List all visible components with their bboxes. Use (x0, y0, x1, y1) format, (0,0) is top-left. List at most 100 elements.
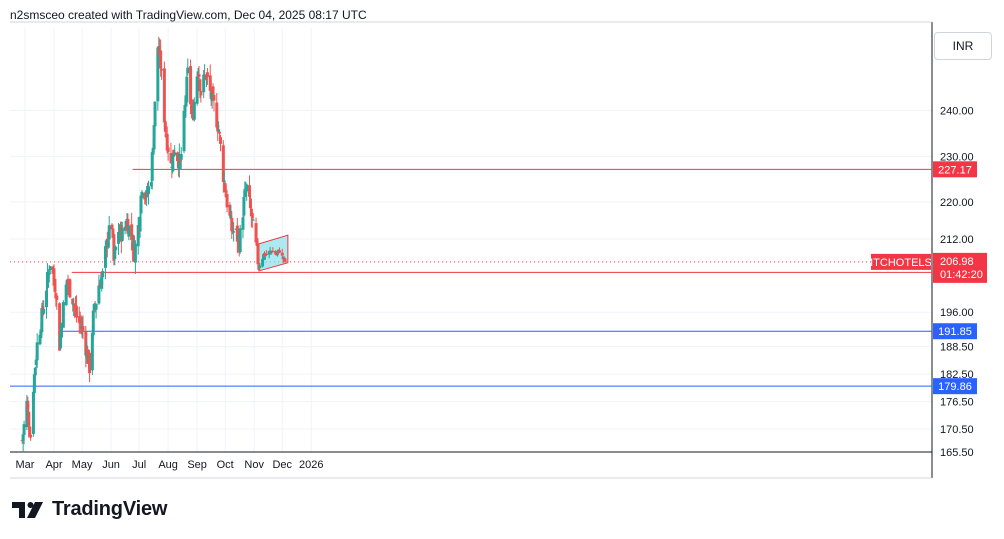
candle-body (120, 228, 124, 241)
candle-body (217, 129, 221, 132)
candle-body (59, 334, 63, 349)
candle-body (208, 75, 212, 91)
candle-body (31, 391, 35, 435)
last-price-countdown: 01:42:20 (940, 269, 983, 281)
candle-body (243, 190, 247, 197)
candle-body (271, 251, 275, 253)
candle-body (78, 319, 82, 324)
candle-body (248, 185, 252, 197)
candle-body (66, 278, 70, 285)
candle-body (276, 252, 280, 254)
candle-body (91, 310, 95, 336)
candle-body (107, 225, 111, 240)
currency-selector[interactable]: INR (934, 32, 992, 60)
candle-body (261, 258, 265, 267)
candle-body (199, 91, 203, 96)
candle-body (113, 249, 117, 259)
x-tick-label: Sep (187, 459, 207, 471)
candle-body (160, 69, 164, 71)
candle-body (139, 195, 143, 214)
candle-body (277, 250, 281, 253)
x-tick-label: Jul (132, 459, 146, 471)
candle-body (211, 86, 215, 94)
candle-body (110, 224, 114, 230)
candle-body (144, 197, 148, 199)
candle-body (146, 186, 150, 195)
candle-body (192, 101, 196, 120)
tradingview-logo: TradingView (12, 498, 167, 521)
candle-body (27, 411, 31, 427)
candle-body (45, 271, 49, 289)
candle-body (101, 271, 105, 278)
candle-body (263, 255, 267, 257)
candle-body (41, 305, 45, 312)
candle-body (123, 226, 127, 231)
candle-body (94, 303, 98, 310)
candle-body (130, 224, 134, 241)
candle-body (26, 403, 30, 409)
candle-body (21, 434, 25, 441)
candle-body (242, 196, 246, 216)
candle-body (183, 104, 187, 113)
candle-body (25, 400, 29, 428)
candle-body (45, 290, 49, 308)
candle-body (256, 244, 260, 265)
candle-body (197, 74, 201, 77)
candle-body (250, 213, 254, 218)
candle-body (68, 279, 72, 298)
candle-body (182, 110, 186, 152)
candle-body (169, 152, 173, 163)
candle-body (205, 72, 209, 78)
candle-body (230, 217, 234, 232)
candle-body (171, 153, 175, 172)
y-tick-label: 240.00 (940, 106, 974, 118)
candle-body (32, 374, 36, 394)
candle-body (195, 76, 199, 104)
candle-body (238, 228, 242, 253)
candle-body (73, 304, 77, 308)
candle-body (228, 204, 232, 216)
level-tag (933, 161, 977, 178)
candle-body (106, 240, 110, 247)
candle-body (90, 333, 94, 371)
candle-body (112, 234, 116, 261)
level-tag-label: 227.17 (938, 164, 972, 176)
candle-body (159, 50, 163, 69)
candle-body (255, 240, 259, 246)
y-tick-label: 165.50 (940, 447, 974, 459)
logo-text: TradingView (52, 498, 168, 520)
candle-body (133, 243, 137, 263)
candle-body (38, 334, 42, 345)
x-tick-label: Nov (244, 459, 264, 471)
level-tag (933, 323, 977, 340)
y-tick-label: 170.50 (940, 424, 974, 436)
candle-body (190, 107, 194, 114)
candle-body (103, 246, 107, 268)
x-tick-label: Apr (45, 459, 62, 471)
x-tick-label: Aug (158, 459, 178, 471)
candle-body (59, 326, 63, 338)
candle-body (143, 193, 147, 200)
candle-body (22, 424, 26, 435)
y-tick-label: 220.00 (940, 197, 974, 209)
candle-body (244, 191, 248, 194)
candle-body (138, 216, 142, 232)
candle-body (280, 252, 284, 256)
candle-body (232, 231, 236, 233)
candle-body (282, 257, 286, 259)
candle-body (248, 198, 252, 209)
candle-body (283, 258, 287, 262)
candle-body (215, 102, 219, 128)
candle-body (34, 359, 38, 365)
candle-body (185, 76, 189, 103)
candle-body (97, 285, 101, 304)
candle-body (231, 228, 235, 232)
candle-body (150, 152, 154, 181)
candle-body (136, 225, 140, 247)
y-tick-label: 188.50 (940, 342, 974, 354)
chart-attribution: n2smsceo created with TradingView.com, D… (10, 8, 367, 22)
candle-body (33, 367, 37, 376)
candle-body (173, 152, 177, 156)
candle-body (153, 101, 157, 127)
